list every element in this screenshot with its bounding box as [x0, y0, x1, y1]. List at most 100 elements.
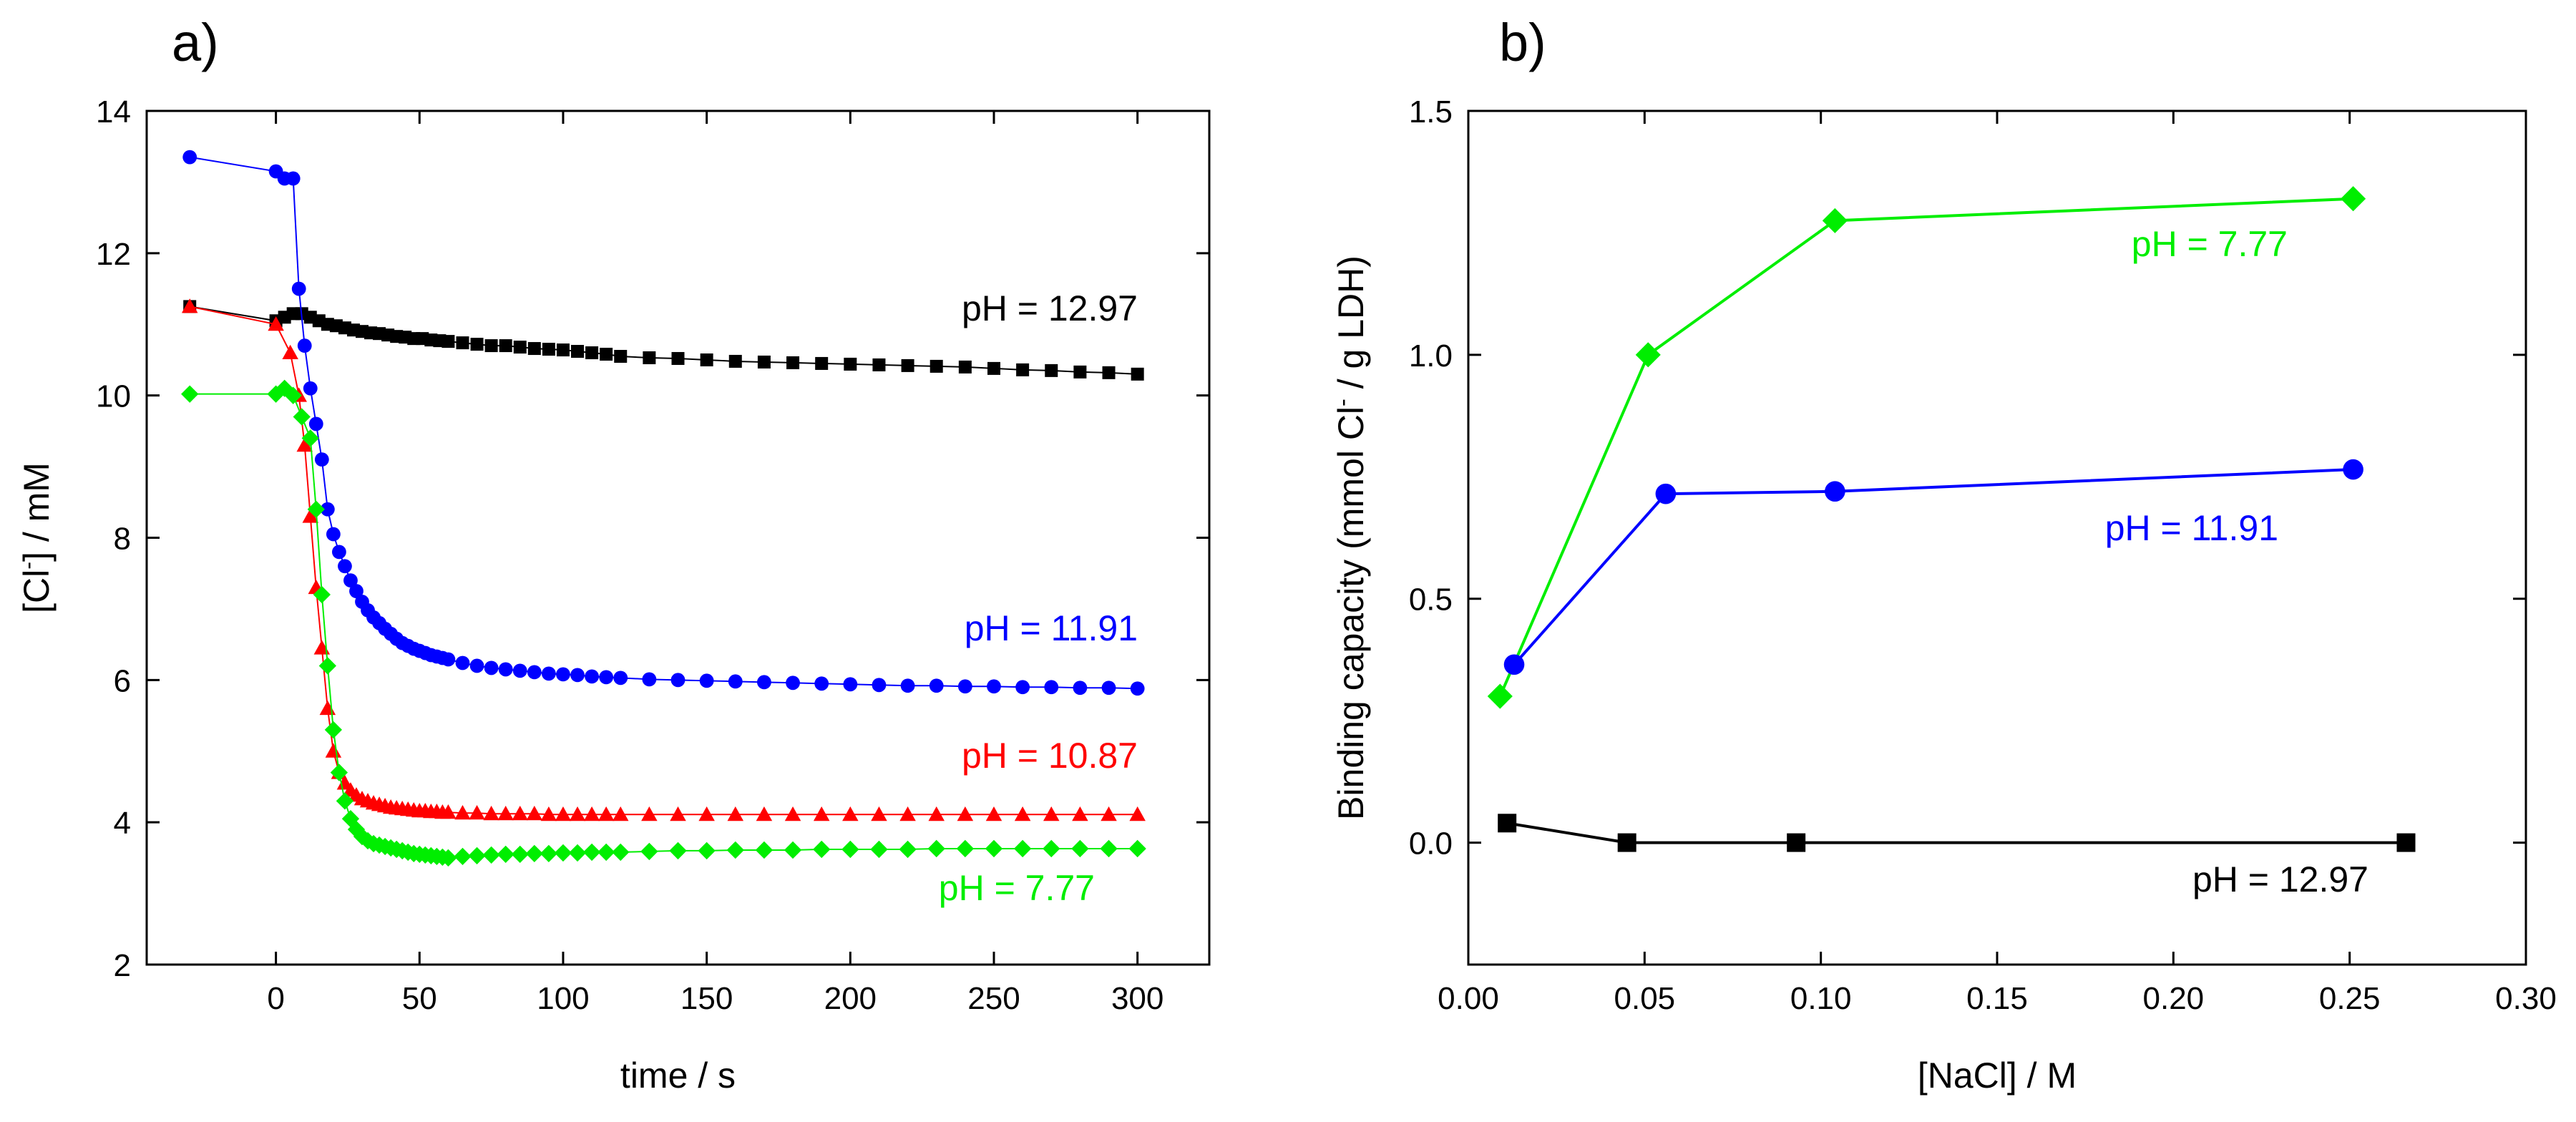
data-point: [314, 452, 329, 467]
data-point: [1044, 680, 1059, 695]
data-point: [728, 674, 743, 689]
data-point: [343, 573, 358, 588]
data-point: [872, 358, 886, 371]
x-tick-label: 100: [537, 981, 589, 1016]
series-ph-11-91: [182, 150, 1145, 696]
data-point: [313, 640, 331, 655]
series-label: pH = 7.77: [2132, 224, 2288, 264]
series-ph-7-77: [1487, 186, 2366, 709]
data-point: [318, 657, 337, 675]
data-point: [302, 508, 319, 523]
data-point: [928, 806, 945, 821]
data-point: [786, 675, 800, 691]
data-point: [872, 678, 887, 693]
data-point: [301, 429, 319, 447]
data-point: [439, 849, 457, 867]
series-label: pH = 12.97: [962, 288, 1138, 328]
data-point: [870, 840, 888, 859]
data-point: [643, 351, 656, 364]
data-point: [987, 679, 1001, 694]
data-point: [756, 806, 773, 821]
data-point: [901, 358, 914, 372]
y-tick-label: 8: [114, 522, 131, 557]
y-tick-label: 6: [114, 663, 131, 698]
x-tick-label: 0: [267, 981, 284, 1016]
data-point: [455, 655, 470, 670]
data-point: [308, 416, 323, 431]
data-point: [296, 437, 313, 452]
data-point: [326, 527, 341, 542]
data-point: [454, 804, 471, 820]
data-point: [1487, 683, 1513, 709]
y-tick-label: 14: [96, 94, 131, 130]
plot-frame: [145, 109, 1211, 966]
x-tick-label: 250: [967, 981, 1020, 1016]
data-point: [513, 341, 527, 354]
data-point: [2343, 459, 2363, 480]
data-point: [842, 806, 859, 821]
data-point: [556, 343, 570, 357]
x-axis-label: time / s: [620, 1055, 736, 1096]
data-point: [1128, 839, 1146, 858]
data-point: [483, 805, 499, 821]
x-tick-label: 50: [402, 981, 437, 1016]
series-label: pH = 12.97: [2192, 859, 2368, 899]
data-point: [728, 354, 742, 368]
data-point: [582, 843, 601, 862]
data-point: [1102, 366, 1116, 379]
x-tick-label: 0.10: [1790, 981, 1852, 1016]
data-point: [482, 846, 500, 864]
data-point: [671, 351, 685, 365]
data-point: [498, 662, 513, 677]
data-point: [525, 844, 543, 863]
data-point: [338, 559, 352, 574]
data-point: [268, 316, 284, 331]
data-point: [899, 840, 917, 859]
data-point: [1100, 839, 1118, 858]
series-line: [1498, 197, 2353, 697]
data-point: [556, 667, 570, 682]
data-point: [293, 408, 311, 426]
data-point: [843, 677, 858, 692]
data-point: [1073, 365, 1087, 379]
data-point: [930, 359, 943, 373]
y-axis-label: Binding capacity (mmol Cl- / g LDH): [1330, 255, 1371, 820]
y-tick-label: 1.0: [1409, 338, 1453, 374]
data-point: [182, 150, 197, 165]
data-point: [698, 806, 715, 821]
data-point: [597, 806, 615, 821]
data-point: [1016, 363, 1030, 376]
data-point: [469, 658, 484, 673]
data-point: [1043, 806, 1060, 821]
data-point: [757, 355, 771, 369]
data-point: [641, 806, 658, 821]
panel-a-label: a): [172, 13, 219, 72]
data-point: [841, 840, 859, 859]
data-point: [1617, 833, 1636, 852]
data-point: [527, 342, 541, 356]
series-label: pH = 7.77: [939, 868, 1095, 908]
data-point: [1129, 806, 1146, 821]
data-point: [927, 839, 945, 858]
data-point: [291, 281, 306, 296]
panel-b-label: b): [1499, 13, 1546, 72]
data-point: [585, 669, 599, 684]
data-point: [469, 804, 485, 820]
data-point: [929, 678, 944, 693]
data-point: [1787, 833, 1806, 852]
data-point: [441, 335, 455, 348]
data-point: [470, 338, 484, 351]
data-point: [699, 673, 714, 688]
data-point: [541, 666, 556, 681]
data-point: [286, 171, 301, 186]
data-point: [512, 805, 529, 821]
data-point: [1101, 680, 1116, 696]
y-tick-label: 12: [96, 237, 131, 272]
data-point: [698, 841, 716, 860]
data-point: [613, 670, 628, 686]
data-point: [2396, 833, 2416, 852]
data-point: [1822, 208, 1848, 233]
data-point: [454, 847, 472, 866]
data-point: [2341, 186, 2366, 212]
x-tick-label: 0.00: [1438, 981, 1499, 1016]
